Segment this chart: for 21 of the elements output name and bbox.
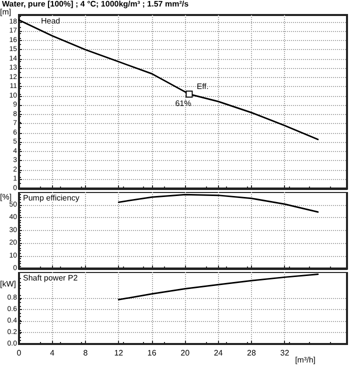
y-axis-title: [kW]	[0, 280, 16, 288]
annotation: Eff.	[196, 82, 209, 92]
chart-title: Water, pure [100%] ; 4 °C; 1000kg/m³ ; 1.57 mm²/s	[2, 0, 190, 8]
chart-subtitle: Head	[41, 16, 60, 26]
chart-subtitle: Pump efficiency	[23, 194, 80, 202]
annotation: 61%	[175, 99, 192, 108]
chart-subtitle: Shaft power P2	[23, 274, 78, 282]
x-tick-label: 12	[114, 348, 124, 358]
line-series	[118, 274, 319, 300]
x-tick-label: 16	[147, 348, 157, 358]
line-series	[118, 194, 319, 213]
x-tick-label: 20	[180, 348, 190, 358]
y-axis-title: [%]	[0, 192, 12, 202]
x-tick-label: 32	[280, 348, 290, 358]
line-series	[18, 19, 319, 140]
x-tick-label: 4	[50, 348, 55, 358]
x-tick-label: 8	[83, 348, 88, 358]
y-axis-title: [m]	[0, 8, 12, 16]
x-tick-label: 24	[214, 348, 224, 358]
x-tick-label: 28	[247, 348, 256, 358]
x-axis-title: [m³/h]	[295, 356, 316, 364]
